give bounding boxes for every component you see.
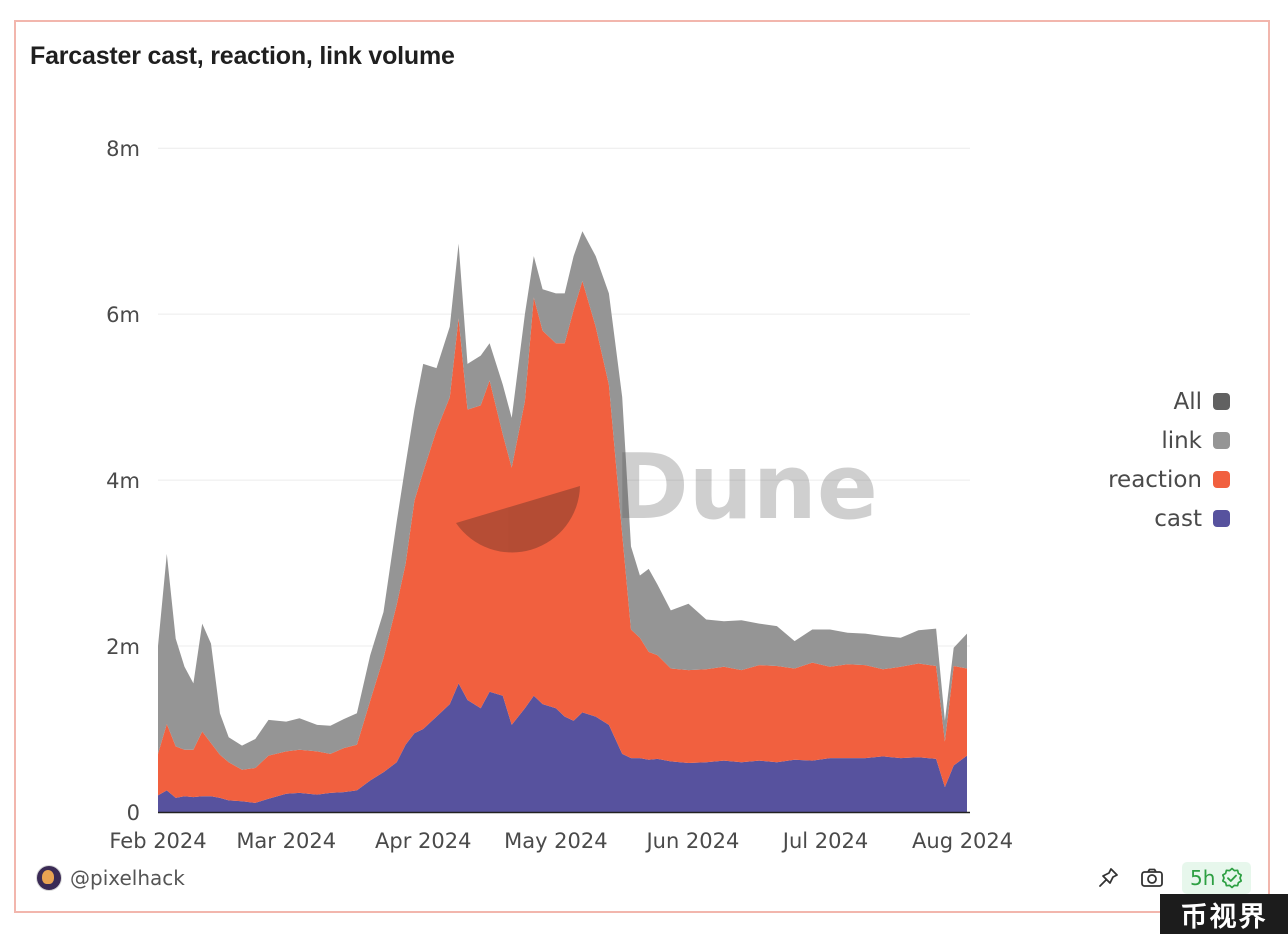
legend-item-all[interactable]: All: [1108, 382, 1230, 421]
refresh-age: 5h: [1190, 866, 1216, 890]
legend-swatch: [1213, 471, 1230, 488]
dune-logo-icon: [456, 486, 580, 553]
avatar: [36, 865, 62, 891]
legend-label: All: [1173, 388, 1202, 415]
legend-label: cast: [1154, 505, 1202, 532]
area-link: [158, 231, 967, 770]
legend-swatch: [1213, 393, 1230, 410]
x-tick-label: Aug 2024: [912, 829, 1013, 853]
y-tick-label: 0: [127, 801, 140, 825]
author-username[interactable]: @pixelhack: [70, 866, 185, 890]
x-tick-label: Mar 2024: [236, 829, 336, 853]
verified-check-icon: [1222, 867, 1243, 889]
x-tick-label: Feb 2024: [109, 829, 206, 853]
legend-label: link: [1161, 427, 1202, 454]
x-tick-label: Jun 2024: [644, 829, 739, 853]
stacked-areas: [158, 231, 967, 812]
legend-item-cast[interactable]: cast: [1108, 499, 1230, 538]
watermark-text: Dune: [614, 435, 878, 540]
camera-icon[interactable]: [1138, 864, 1166, 892]
chart-legend: All link reaction cast: [1108, 382, 1230, 538]
legend-label: reaction: [1108, 466, 1202, 493]
author[interactable]: @pixelhack: [36, 865, 185, 891]
legend-item-link[interactable]: link: [1108, 421, 1230, 460]
x-tick-label: Apr 2024: [375, 829, 471, 853]
footer-tools: 5h: [1094, 862, 1252, 894]
area-reaction: [158, 281, 967, 803]
axes: 0 2m 4m 6m 8m Feb 2024 Mar 2024 Apr 2024 May 202…: [106, 137, 1013, 853]
y-tick-label: 8m: [106, 137, 140, 161]
dune-watermark: Dune: [456, 435, 878, 553]
refresh-badge[interactable]: 5h: [1182, 862, 1252, 894]
area-cast: [158, 683, 967, 812]
chart-title: Farcaster cast, reaction, link volume: [30, 42, 455, 70]
legend-swatch: [1213, 510, 1230, 527]
x-tick-label: Jul 2024: [781, 829, 868, 853]
y-tick-label: 2m: [106, 635, 140, 659]
pin-icon[interactable]: [1094, 864, 1122, 892]
legend-item-reaction[interactable]: reaction: [1108, 460, 1230, 499]
legend-swatch: [1213, 432, 1230, 449]
corner-watermark: 币视界: [1160, 894, 1288, 934]
y-tick-label: 6m: [106, 303, 140, 327]
y-tick-label: 4m: [106, 469, 140, 493]
x-tick-label: May 2024: [504, 829, 608, 853]
